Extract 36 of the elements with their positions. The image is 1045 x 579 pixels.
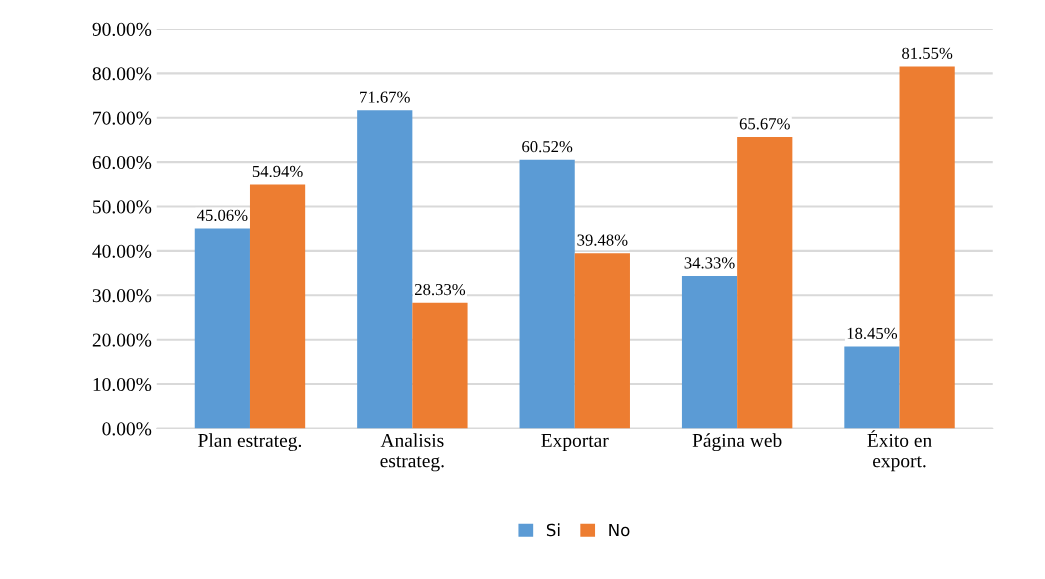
legend-label: No [609,523,630,537]
data-label: 60.52% [522,141,573,153]
bar [412,302,468,429]
bar [681,276,738,429]
y-tick-label: 30.00% [92,289,152,303]
y-tick-label: 60.00% [92,155,152,170]
y-tick-label: 90.00% [92,22,152,36]
x-tick-label: Analisis estrateg. [380,433,444,472]
data-label: 65.67% [739,118,790,130]
bar [737,136,793,429]
bar [899,66,955,429]
x-tick-label: Éxito en export. [867,430,932,472]
data-label: 18.45% [847,327,898,340]
bar [844,346,900,429]
bar [357,110,413,429]
y-tick-label: 10.00% [93,377,152,392]
y-tick-label: 0.00% [102,422,152,436]
y-tick-label: 20.00% [92,333,152,347]
x-tick-label: Exportar [541,434,609,451]
y-tick-label: 40.00% [92,244,152,258]
y-tick-label: 50.00% [93,200,152,214]
x-tick-label: Página web [692,433,782,452]
data-label: 28.33% [415,283,466,296]
bar [194,228,250,429]
bar [249,184,306,429]
y-tick-label: 80.00% [92,67,152,81]
data-label: 71.67% [360,91,410,103]
data-label: 34.33% [684,257,735,269]
legend-label: Si [546,523,560,537]
data-label: 45.06% [196,209,248,221]
bar [519,159,575,429]
x-tick-label: Plan estrateg. [198,433,302,452]
data-label: 81.55% [902,47,953,59]
y-tick-label: 70.00% [93,111,152,125]
data-label: 39.48% [577,234,628,246]
data-label: 54.94% [252,165,303,178]
